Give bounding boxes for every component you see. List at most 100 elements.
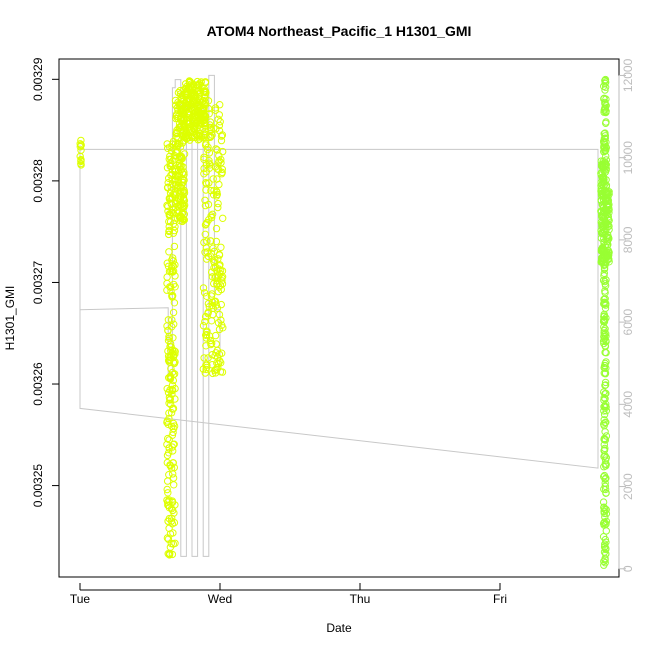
data-point (192, 100, 201, 108)
data-point (212, 340, 221, 348)
data-point (599, 337, 608, 345)
y-tick-label: 0.00326 (31, 362, 45, 406)
data-point (164, 144, 172, 153)
data-point (200, 153, 208, 162)
data-point (206, 161, 214, 169)
data-point (174, 176, 183, 184)
data-point (172, 172, 180, 180)
data-point (201, 201, 210, 210)
y-axis-label: H1301_GMI (3, 286, 17, 351)
data-point (210, 247, 219, 256)
data-point (168, 497, 177, 505)
data-point (203, 292, 211, 300)
data-point (216, 101, 224, 109)
data-point (178, 217, 187, 226)
data-point (170, 518, 179, 527)
data-point (191, 122, 199, 131)
data-point (215, 111, 224, 119)
data-point (601, 158, 609, 166)
data-point (77, 155, 85, 164)
data-point (175, 161, 183, 170)
data-point (207, 186, 215, 195)
data-point (214, 255, 222, 263)
data-point (218, 165, 227, 174)
data-point (604, 194, 612, 202)
data-point (218, 349, 226, 357)
index-line-layer (79, 74, 599, 557)
data-point (199, 365, 208, 373)
data-point (168, 431, 177, 439)
right-tick-label: 12000 (621, 58, 635, 92)
data-point (604, 220, 612, 229)
data-point (210, 264, 218, 272)
data-point (167, 539, 176, 548)
data-point (184, 101, 192, 110)
data-point (601, 428, 609, 436)
data-point (600, 441, 608, 449)
data-point (217, 359, 225, 367)
data-point (602, 509, 611, 518)
data-point (202, 342, 210, 350)
data-point (167, 162, 175, 171)
data-point (600, 436, 609, 444)
data-point (603, 208, 611, 217)
data-point (218, 277, 226, 285)
data-point (603, 189, 612, 198)
data-point (217, 285, 226, 294)
data-point (191, 108, 200, 116)
data-point (600, 388, 608, 396)
data-point (169, 405, 177, 413)
data-point (601, 348, 609, 357)
data-point (170, 481, 178, 489)
data-point (600, 446, 609, 454)
data-point (207, 317, 216, 325)
data-point (601, 456, 610, 464)
data-point (601, 83, 610, 91)
data-point (167, 267, 175, 275)
data-point (605, 258, 613, 266)
data-point (602, 78, 610, 86)
data-point (171, 539, 179, 547)
data-point (164, 434, 172, 443)
data-point (202, 361, 210, 369)
data-point (169, 529, 177, 537)
data-point (602, 418, 610, 426)
data-point (200, 111, 209, 119)
data-point (171, 222, 179, 231)
y-tick-label: 0.00329 (31, 57, 45, 101)
data-point (210, 297, 219, 306)
data-point (216, 118, 224, 126)
data-point (77, 141, 85, 149)
data-point (201, 369, 210, 377)
y-tick-label: 0.00328 (31, 159, 45, 203)
data-point (163, 496, 171, 504)
data-point (211, 366, 219, 375)
data-point (171, 204, 180, 212)
data-point (600, 312, 609, 320)
data-point (170, 463, 179, 472)
data-point (214, 203, 222, 212)
data-point (178, 139, 187, 147)
data-point (201, 221, 210, 229)
data-point (165, 230, 173, 239)
data-point (602, 474, 610, 482)
data-point (169, 351, 178, 359)
data-point (202, 220, 210, 228)
data-point (165, 358, 174, 366)
data-point (202, 365, 210, 374)
data-point (601, 325, 609, 333)
data-point (205, 110, 213, 118)
data-point (165, 393, 174, 402)
data-point (165, 496, 173, 504)
y-tick-label: 0.00325 (31, 464, 45, 508)
x-axis: Tue Wed Thu Fri (70, 583, 507, 606)
data-point (600, 139, 608, 147)
data-point (165, 449, 173, 457)
data-point (601, 513, 609, 521)
data-point (204, 200, 213, 209)
data-point (602, 506, 610, 514)
data-point (163, 140, 171, 148)
x-axis-label: Date (326, 621, 352, 635)
data-point (182, 132, 190, 140)
data-point (600, 329, 608, 337)
